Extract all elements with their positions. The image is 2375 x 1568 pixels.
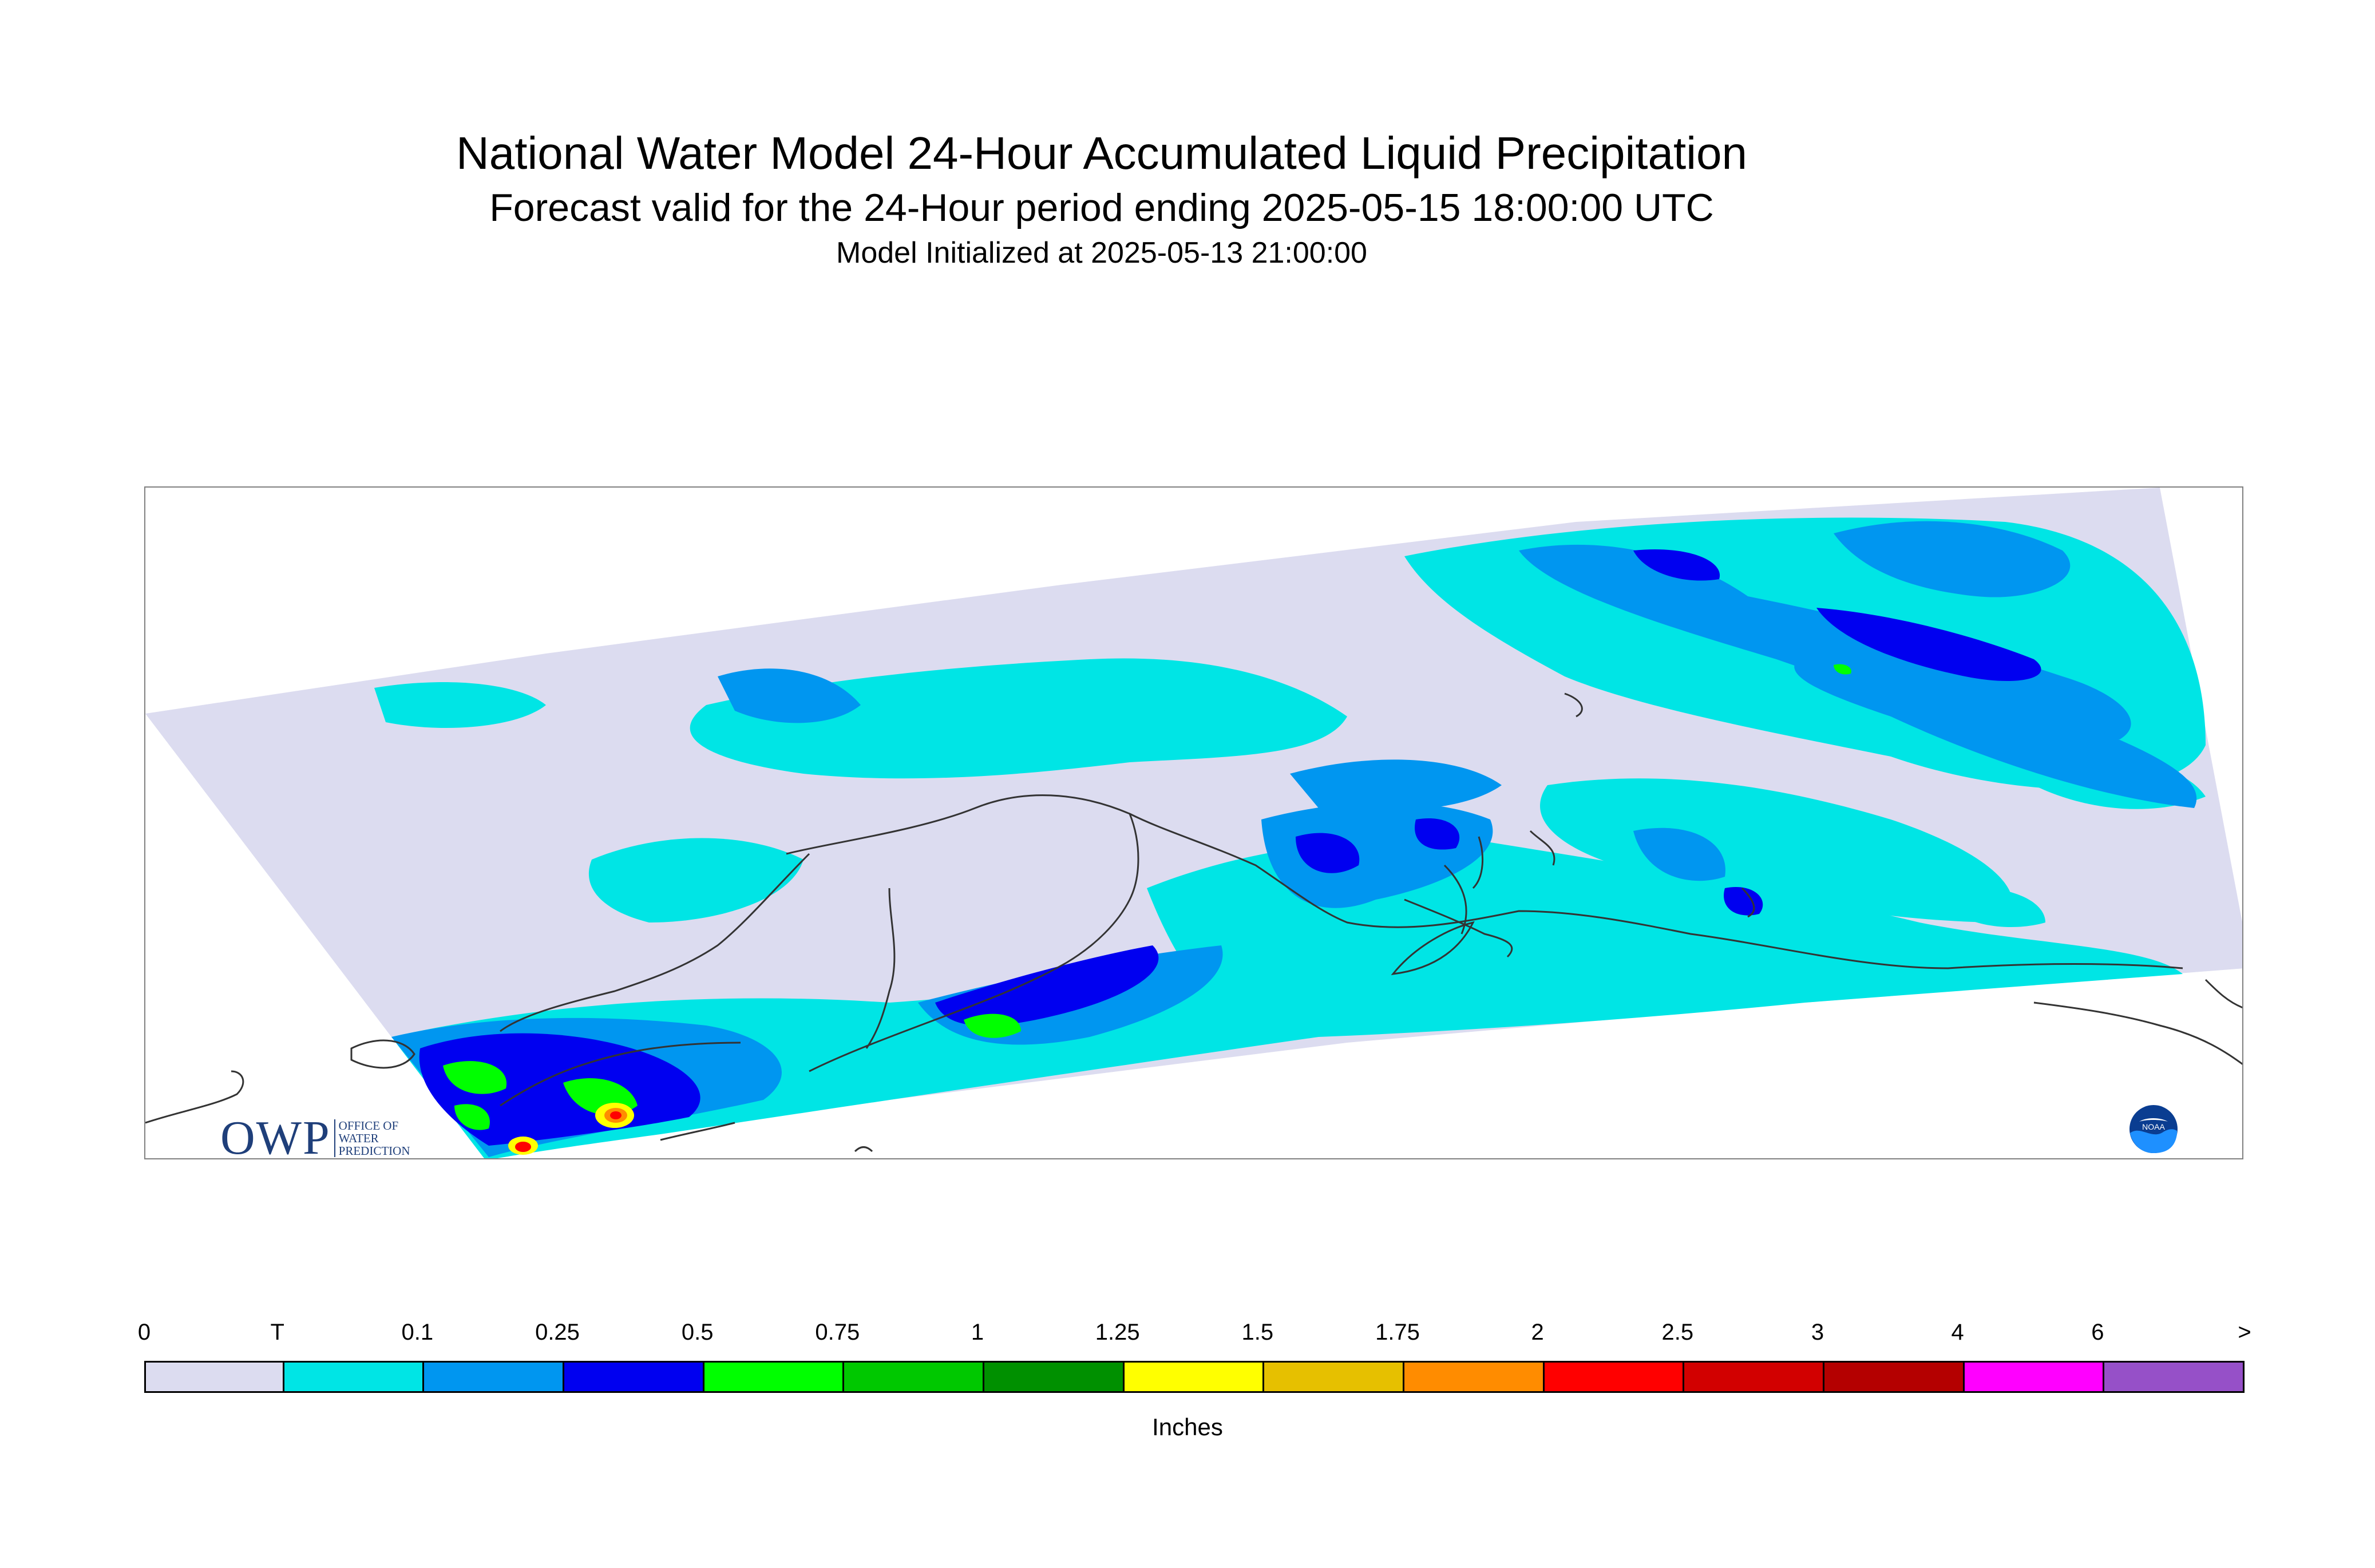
color-legend [144, 1361, 2245, 1395]
owp-logo: OWP OFFICE OF WATER PREDICTION [220, 1110, 410, 1166]
legend-tick-label-9: 1.75 [1375, 1320, 1420, 1345]
legend-swatch-6 [983, 1361, 1125, 1393]
legend-tick-label-7: 1.25 [1095, 1320, 1140, 1345]
legend-tick-label-5: 0.75 [815, 1320, 860, 1345]
owp-sub-line-3: PREDICTION [338, 1143, 410, 1158]
legend-swatch-13 [1962, 1361, 2105, 1393]
legend-swatch-8 [1262, 1361, 1404, 1393]
map-canvas [145, 488, 2242, 1158]
legend-tick-label-3: 0.25 [535, 1320, 580, 1345]
legend-units-label: Inches [1152, 1413, 1223, 1440]
legend-swatch-2 [422, 1361, 564, 1393]
noaa-logo-text: NOAA [2142, 1122, 2165, 1131]
legend-tick-label-2: 0.1 [401, 1320, 434, 1345]
legend-tick-label-11: 2.5 [1661, 1320, 1694, 1345]
owp-sub-line-2: WATER [338, 1131, 379, 1145]
precipitation-map [144, 486, 2243, 1159]
legend-tick-label-8: 1.5 [1241, 1320, 1274, 1345]
legend-tick-label-0: 0 [137, 1320, 151, 1345]
legend-tick-label-15: > [2238, 1320, 2251, 1345]
intense-precip-areas [508, 1103, 634, 1155]
legend-swatch-5 [842, 1361, 984, 1393]
legend-swatch-10 [1542, 1361, 1685, 1393]
model-init-subtitle: Model Initialized at 2025-05-13 21:00:00 [836, 236, 1367, 270]
legend-swatch-11 [1683, 1361, 1824, 1393]
coastlines [145, 692, 2242, 1153]
forecast-valid-subtitle: Forecast valid for the 24-Hour period en… [489, 186, 1714, 229]
legend-tick-label-1: T [270, 1320, 284, 1345]
legend-swatch-0 [144, 1361, 284, 1393]
legend-swatch-7 [1122, 1361, 1265, 1393]
noaa-logo: NOAA [2129, 1105, 2178, 1153]
legend-tick-label-4: 0.5 [681, 1320, 714, 1345]
legend-tick-label-6: 1 [971, 1320, 984, 1345]
legend-swatch-9 [1403, 1361, 1545, 1393]
legend-tick-label-13: 4 [1951, 1320, 1964, 1345]
legend-tick-label-14: 6 [2091, 1320, 2104, 1345]
legend-swatch-12 [1823, 1361, 1965, 1393]
legend-swatch-1 [282, 1361, 425, 1393]
owp-sub-line-1: OFFICE OF [338, 1118, 399, 1133]
legend-swatch-4 [702, 1361, 845, 1393]
legend-tick-label-10: 2 [1531, 1320, 1544, 1345]
owp-logo-text: OWP [220, 1111, 331, 1165]
map-title: National Water Model 24-Hour Accumulated… [456, 128, 1747, 179]
legend-tick-label-12: 3 [1811, 1320, 1824, 1345]
owp-logo-subtext: OFFICE OF WATER PREDICTION [334, 1119, 410, 1157]
legend-swatch-14 [2103, 1361, 2245, 1393]
legend-swatch-3 [563, 1361, 704, 1393]
